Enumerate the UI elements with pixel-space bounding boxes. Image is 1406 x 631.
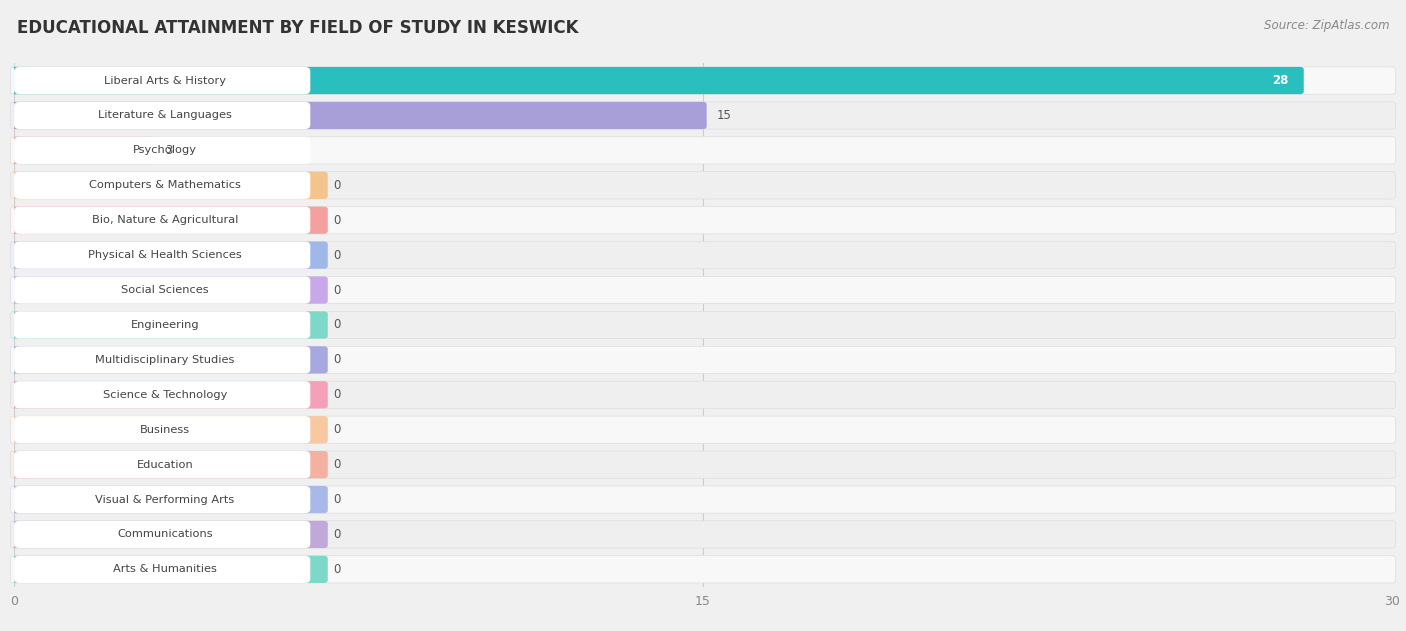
Text: 0: 0	[333, 528, 340, 541]
FancyBboxPatch shape	[10, 206, 328, 234]
Text: Communications: Communications	[117, 529, 212, 540]
FancyBboxPatch shape	[10, 102, 1396, 129]
Text: 0: 0	[333, 423, 340, 436]
Text: Multidisciplinary Studies: Multidisciplinary Studies	[96, 355, 235, 365]
FancyBboxPatch shape	[14, 276, 311, 304]
FancyBboxPatch shape	[10, 381, 328, 408]
FancyBboxPatch shape	[14, 521, 311, 548]
FancyBboxPatch shape	[10, 486, 1396, 513]
FancyBboxPatch shape	[10, 416, 1396, 444]
Text: Education: Education	[136, 459, 193, 469]
Text: 0: 0	[333, 388, 340, 401]
Text: Business: Business	[139, 425, 190, 435]
Text: 0: 0	[333, 283, 340, 297]
FancyBboxPatch shape	[14, 172, 311, 199]
Text: 0: 0	[333, 179, 340, 192]
FancyBboxPatch shape	[10, 521, 328, 548]
FancyBboxPatch shape	[10, 102, 707, 129]
FancyBboxPatch shape	[14, 381, 311, 408]
FancyBboxPatch shape	[14, 486, 311, 513]
FancyBboxPatch shape	[10, 381, 1396, 408]
FancyBboxPatch shape	[10, 67, 1303, 94]
FancyBboxPatch shape	[10, 346, 1396, 374]
Text: 15: 15	[717, 109, 731, 122]
FancyBboxPatch shape	[14, 67, 311, 94]
FancyBboxPatch shape	[14, 451, 311, 478]
Text: 3: 3	[166, 144, 173, 157]
Text: Source: ZipAtlas.com: Source: ZipAtlas.com	[1264, 19, 1389, 32]
Text: 0: 0	[333, 214, 340, 227]
Text: Science & Technology: Science & Technology	[103, 390, 228, 400]
Text: Visual & Performing Arts: Visual & Performing Arts	[96, 495, 235, 505]
FancyBboxPatch shape	[10, 137, 1396, 164]
FancyBboxPatch shape	[10, 206, 1396, 234]
FancyBboxPatch shape	[14, 102, 311, 129]
FancyBboxPatch shape	[14, 416, 311, 444]
Text: Engineering: Engineering	[131, 320, 200, 330]
Text: 0: 0	[333, 249, 340, 262]
Text: 0: 0	[333, 458, 340, 471]
FancyBboxPatch shape	[10, 172, 1396, 199]
FancyBboxPatch shape	[10, 172, 328, 199]
Text: Computers & Mathematics: Computers & Mathematics	[89, 180, 240, 191]
FancyBboxPatch shape	[10, 486, 328, 513]
FancyBboxPatch shape	[10, 242, 1396, 269]
Text: Bio, Nature & Agricultural: Bio, Nature & Agricultural	[91, 215, 238, 225]
FancyBboxPatch shape	[10, 137, 156, 164]
FancyBboxPatch shape	[14, 242, 311, 269]
FancyBboxPatch shape	[14, 556, 311, 583]
Text: 0: 0	[333, 493, 340, 506]
Text: Social Sciences: Social Sciences	[121, 285, 208, 295]
Text: Physical & Health Sciences: Physical & Health Sciences	[89, 250, 242, 260]
FancyBboxPatch shape	[10, 346, 328, 374]
FancyBboxPatch shape	[10, 416, 328, 444]
FancyBboxPatch shape	[10, 556, 1396, 583]
Text: Liberal Arts & History: Liberal Arts & History	[104, 76, 226, 86]
FancyBboxPatch shape	[14, 311, 311, 339]
Text: 0: 0	[333, 563, 340, 576]
FancyBboxPatch shape	[10, 311, 328, 339]
FancyBboxPatch shape	[10, 521, 1396, 548]
Text: Arts & Humanities: Arts & Humanities	[112, 564, 217, 574]
FancyBboxPatch shape	[10, 556, 328, 583]
Text: EDUCATIONAL ATTAINMENT BY FIELD OF STUDY IN KESWICK: EDUCATIONAL ATTAINMENT BY FIELD OF STUDY…	[17, 19, 578, 37]
FancyBboxPatch shape	[14, 206, 311, 234]
FancyBboxPatch shape	[10, 67, 1396, 94]
FancyBboxPatch shape	[10, 242, 328, 269]
FancyBboxPatch shape	[10, 276, 328, 304]
FancyBboxPatch shape	[14, 346, 311, 374]
FancyBboxPatch shape	[10, 451, 1396, 478]
Text: Literature & Languages: Literature & Languages	[98, 110, 232, 121]
FancyBboxPatch shape	[10, 276, 1396, 304]
Text: 28: 28	[1272, 74, 1289, 87]
Text: Psychology: Psychology	[134, 145, 197, 155]
FancyBboxPatch shape	[14, 137, 311, 164]
FancyBboxPatch shape	[10, 451, 328, 478]
Text: 0: 0	[333, 353, 340, 367]
Text: 0: 0	[333, 319, 340, 331]
FancyBboxPatch shape	[10, 311, 1396, 339]
